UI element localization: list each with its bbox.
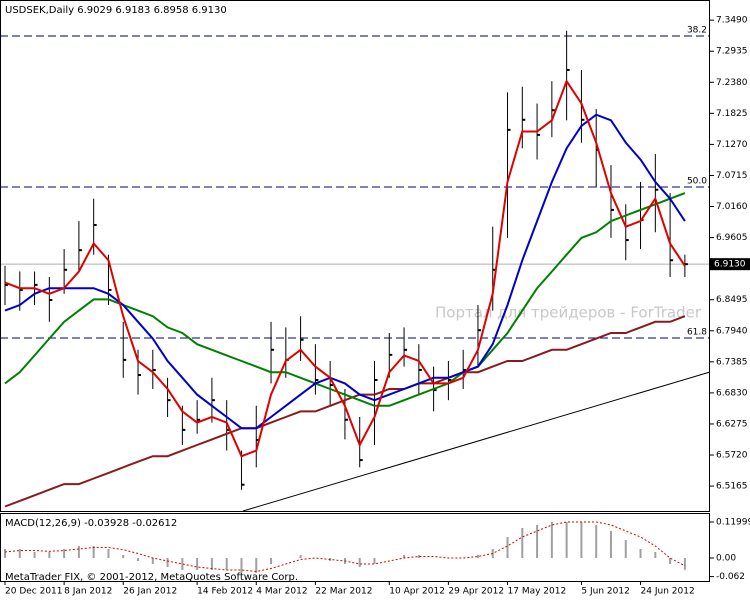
macd-bar xyxy=(77,546,80,558)
y-tick-label: 6.9605 xyxy=(716,233,748,243)
signal-line xyxy=(4,521,686,573)
y-tick-label: 7.1270 xyxy=(716,140,748,150)
trend-line xyxy=(242,371,711,512)
x-tick-label: 24 Jun 2012 xyxy=(641,587,695,597)
macd-bar xyxy=(683,558,686,570)
y-tick-label: 7.2935 xyxy=(716,47,748,57)
moving-average xyxy=(4,315,686,508)
macd-bar xyxy=(18,549,21,558)
level-label: 38.2 xyxy=(687,25,707,35)
y-tick-label: 6.8495 xyxy=(716,295,748,305)
macd-bar xyxy=(669,558,672,564)
macd-bar xyxy=(521,528,524,558)
macd-bar xyxy=(107,549,110,558)
macd-bar xyxy=(373,558,376,564)
macd-bar xyxy=(63,549,66,558)
current-price-label: 6.9130 xyxy=(714,260,746,270)
macd-bar xyxy=(137,558,140,561)
x-tick-label: 14 Feb 2012 xyxy=(197,587,253,597)
macd-value: -0.03928 xyxy=(84,518,129,529)
x-tick-label: 26 Jan 2012 xyxy=(123,587,177,597)
macd-bar xyxy=(240,558,243,573)
y-tick-label: 0.11999 xyxy=(716,518,750,528)
macd-bar xyxy=(417,555,420,558)
y-tick-label: 6.5165 xyxy=(716,482,748,492)
x-tick-label: 22 Mar 2012 xyxy=(315,587,372,597)
macd-bar xyxy=(181,558,184,570)
plots xyxy=(0,30,710,573)
y-tick-label: 7.0160 xyxy=(716,202,748,212)
y-tick-label: 7.0715 xyxy=(716,171,748,181)
macd-bar xyxy=(33,552,36,558)
y-tick-label: -0.062 xyxy=(716,572,745,582)
level-label: 50.0 xyxy=(687,176,707,186)
macd-bar xyxy=(48,552,51,558)
x-tick-label: 29 Apr 2012 xyxy=(448,587,504,597)
macd-bar xyxy=(580,522,583,558)
macd-bar xyxy=(225,558,228,570)
macd-label: MACD(12,26,9) xyxy=(5,518,81,529)
y-tick-label: 7.3490 xyxy=(716,16,748,26)
x-tick-label: 20 Dec 2011 xyxy=(5,587,63,597)
watermark: Портал для трейдеров - ForTrader xyxy=(435,304,702,322)
footer: MetaTrader FIX, © 2001-2012, MetaQuotes … xyxy=(5,572,298,583)
y-tick-label: 7.2380 xyxy=(716,78,748,88)
y-tick-label: 6.7385 xyxy=(716,357,748,367)
macd-bar xyxy=(565,522,568,558)
macd-bar xyxy=(550,522,553,558)
macd-bar xyxy=(536,525,539,558)
macd-bar xyxy=(4,549,6,558)
x-tick-label: 17 May 2012 xyxy=(508,587,567,597)
x-tick-label: 4 Mar 2012 xyxy=(256,587,307,597)
price-panel-title: USDSEK,Daily 6.9029 6.9183 6.8958 6.9130 xyxy=(5,5,227,16)
moving-average xyxy=(4,192,686,407)
y-tick-label: 6.5720 xyxy=(716,451,748,461)
x-tick-label: 8 Jan 2012 xyxy=(64,587,112,597)
y-tick-label: 0.00 xyxy=(716,554,736,564)
macd-bar xyxy=(299,555,302,558)
y-tick-label: 6.7940 xyxy=(716,326,748,336)
macd-bar xyxy=(210,558,213,570)
y-tick-label: 6.6275 xyxy=(716,419,748,429)
macd-bar xyxy=(255,558,258,573)
price-panel-frame xyxy=(0,0,710,512)
macd-bar xyxy=(609,531,612,558)
x-tick-label: 5 Jun 2012 xyxy=(581,587,629,597)
macd-bar xyxy=(122,555,125,558)
macd-panel-frame xyxy=(0,513,710,582)
macd-bar xyxy=(358,558,361,567)
macd-bar xyxy=(624,540,627,558)
macd-panel-title: MACD(12,26,9) -0.03928 -0.02612 xyxy=(5,518,177,529)
current-price-box xyxy=(710,258,750,271)
x-tick-label: 10 Apr 2012 xyxy=(389,587,445,597)
macd-bar xyxy=(166,558,169,567)
macd-bar xyxy=(196,558,199,570)
signal-value: -0.02612 xyxy=(132,518,177,529)
macd-bar xyxy=(92,546,95,558)
macd-bar xyxy=(654,552,657,558)
macd-bar xyxy=(506,537,509,558)
macd-bar xyxy=(151,558,154,564)
y-tick-label: 6.6830 xyxy=(716,388,748,398)
moving-average xyxy=(4,79,686,458)
level-label: 61.8 xyxy=(687,327,707,337)
macd-bar xyxy=(270,558,273,564)
macd-bar xyxy=(403,555,406,558)
macd-bar xyxy=(595,525,598,558)
y-tick-label: 7.1825 xyxy=(716,109,748,119)
macd-bar xyxy=(476,555,479,558)
macd-bar xyxy=(639,549,642,558)
